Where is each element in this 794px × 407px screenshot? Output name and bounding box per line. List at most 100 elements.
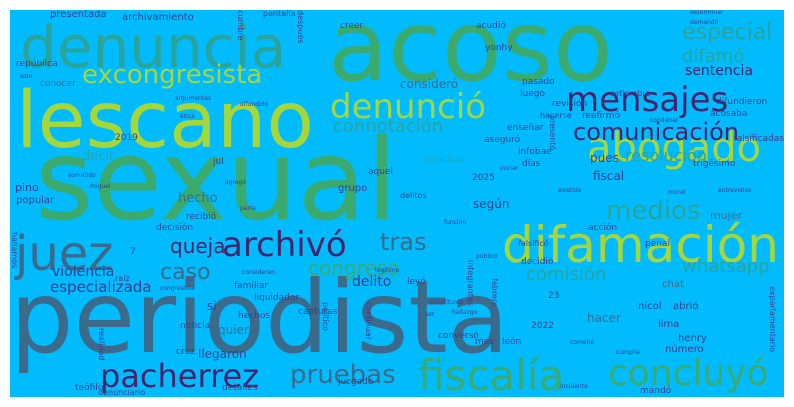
- word: sexual: [35, 116, 398, 246]
- word: pantalla: [263, 10, 296, 18]
- word: hacerse: [540, 111, 572, 120]
- word: delito: [352, 274, 392, 290]
- word: abrió: [673, 301, 699, 312]
- word: noticia: [180, 321, 211, 331]
- word: acción: [588, 223, 618, 233]
- word-cloud: sexual periodista acoso lescano denuncia…: [10, 10, 784, 397]
- word: 7: [130, 247, 136, 257]
- word: cometió: [570, 339, 595, 346]
- word: denunció: [330, 87, 487, 127]
- word: argumentes: [175, 95, 212, 102]
- word: acosaba: [710, 109, 748, 119]
- word: febrero: [490, 278, 499, 307]
- word: sentencia: [685, 63, 753, 79]
- word: público: [476, 253, 498, 260]
- word: aquel: [368, 167, 393, 177]
- word: hecho: [178, 191, 218, 206]
- word: abogado: [587, 125, 762, 171]
- word: comisión: [526, 264, 607, 285]
- word: archivó: [222, 225, 347, 265]
- word: incidente: [560, 383, 588, 390]
- word: pasado: [522, 77, 555, 87]
- word: creer: [340, 21, 364, 31]
- word: integrantes: [466, 260, 475, 306]
- word: continuar: [364, 302, 373, 341]
- word: teófilo: [75, 383, 104, 393]
- word: político: [321, 302, 330, 332]
- word: reafirmó: [582, 111, 621, 121]
- word: denunciario: [98, 388, 146, 397]
- word: si: [207, 299, 217, 313]
- word: 2019: [115, 133, 138, 143]
- word: condenar: [650, 117, 679, 124]
- word: determinar: [690, 10, 724, 16]
- word: iniciar: [500, 165, 519, 172]
- word: hacer: [587, 311, 621, 325]
- word: violencia: [52, 264, 115, 280]
- word: solo: [20, 73, 33, 80]
- word: whatsapp: [682, 256, 770, 277]
- word: moral: [668, 189, 686, 196]
- word: yonhy: [485, 43, 513, 53]
- word: infobae: [518, 147, 552, 157]
- word: ética: [180, 113, 195, 120]
- word: número: [665, 344, 704, 355]
- word: mes: [475, 337, 494, 347]
- word: hallamos: [10, 232, 19, 269]
- word: resolución: [625, 146, 707, 165]
- word: días: [522, 159, 541, 169]
- word: capturas: [298, 307, 338, 317]
- word: setiembre: [610, 89, 651, 98]
- word: lescano: [16, 76, 315, 166]
- word: legítimo: [375, 267, 400, 274]
- word: pues: [590, 151, 619, 165]
- word: raíz: [115, 274, 130, 283]
- word: 23: [548, 291, 560, 301]
- word: medios: [606, 196, 701, 226]
- word: república: [16, 59, 58, 69]
- word: cumplía: [616, 349, 640, 356]
- word: difamó: [682, 46, 745, 67]
- word: función: [444, 219, 467, 226]
- word: difundieron: [716, 97, 768, 107]
- word: ser: [425, 311, 435, 318]
- word: constituido: [430, 299, 464, 306]
- word: liquidador: [254, 293, 300, 303]
- word: leyó: [407, 277, 426, 287]
- word: familiar: [234, 281, 269, 291]
- word: difamación: [502, 216, 779, 274]
- word: aseguró: [484, 135, 521, 145]
- word: acoso: [328, 10, 613, 104]
- word: jonathan: [425, 155, 465, 165]
- word: henry: [678, 333, 707, 344]
- word: recibió: [186, 212, 217, 222]
- word: decir: [82, 149, 115, 164]
- word: hechos: [238, 311, 271, 321]
- word: detalles: [222, 383, 258, 393]
- word: existido: [558, 187, 582, 194]
- word: archivamiento: [122, 12, 194, 23]
- word: concluyó: [608, 353, 769, 394]
- word: realidad: [97, 328, 106, 361]
- word: especial: [682, 20, 773, 45]
- word: acudió: [476, 21, 506, 31]
- word: miguel: [90, 183, 111, 190]
- word: revisión: [552, 99, 588, 109]
- word: denuncia: [20, 13, 287, 81]
- word: delitos: [400, 191, 427, 200]
- word: mandó: [640, 386, 672, 396]
- word: exparlamentario: [768, 286, 777, 353]
- word: demandó: [690, 19, 719, 26]
- word: congresista: [160, 285, 195, 292]
- word: león: [502, 337, 522, 347]
- word: jul: [213, 157, 224, 167]
- word: mensajes: [566, 80, 729, 120]
- word: luego: [520, 89, 545, 99]
- word: penal: [645, 239, 670, 249]
- word: 2025: [472, 173, 495, 183]
- word: chat: [662, 279, 684, 290]
- word: presentó: [548, 115, 557, 151]
- word: caso: [160, 260, 211, 285]
- word: queja: [170, 234, 226, 258]
- word: presentada: [50, 10, 107, 20]
